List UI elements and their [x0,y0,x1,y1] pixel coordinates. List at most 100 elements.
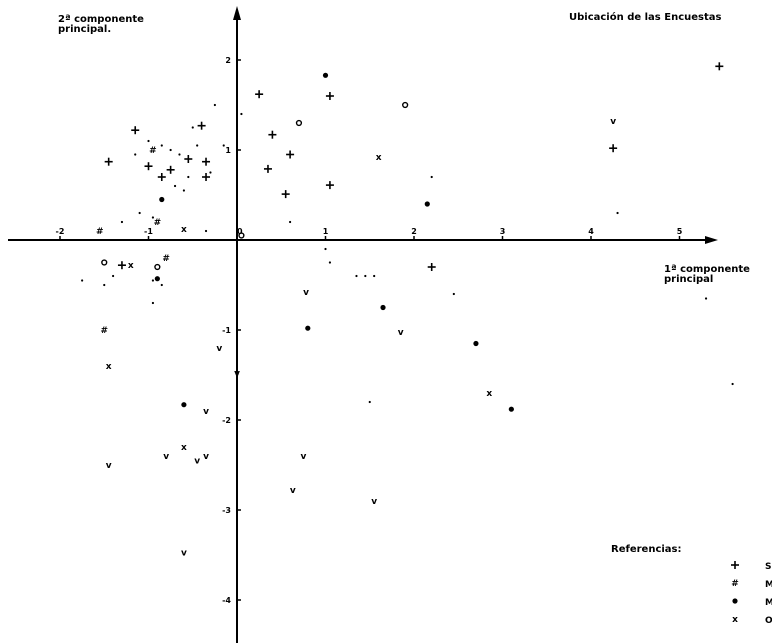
x-tick-label: -2 [56,227,65,236]
data-point-plus [166,165,175,174]
data-point-v: v [194,457,200,467]
data-point-small-dot [204,229,208,233]
data-point-plus [286,150,295,159]
legend: S # MMx O [731,561,772,626]
data-point-small-dot [151,216,155,219]
data-point-v: v [234,369,240,379]
data-point-plus [715,62,724,71]
data-point-filled-dot [473,340,479,347]
x-tick-label: 1 [323,227,329,236]
data-point-v: v [398,328,404,338]
data-point-filled-dot [181,402,187,408]
data-point-small-dot [452,292,455,296]
y-axis-title: 2ª componente principal. [58,14,144,35]
x-tick-label: 3 [500,227,506,236]
data-point-v: v [610,117,616,127]
data-point-plus [427,263,436,271]
data-point-plus [184,155,193,163]
data-point-small-dot [704,297,708,300]
x-tick-label: 2 [411,227,417,236]
data-point-small-dot [222,144,225,147]
data-point-small-dot [355,274,358,278]
data-point-plus [325,92,334,100]
data-point-plus [263,164,272,173]
x-tick-label: 0 [237,227,243,236]
data-point-small-dot [151,301,155,305]
data-point-small-dot [187,175,190,179]
data-point-small-dot [81,279,84,282]
x-tick-label: 5 [677,227,683,236]
data-point-filled-dot [159,196,165,203]
data-point-filled-dot [322,72,329,78]
data-point-small-dot [240,112,243,116]
data-point-small-dot [213,103,216,107]
y-tick-label: 1 [225,146,231,155]
legend-symbol [732,598,738,604]
legend-label: M [765,598,772,608]
data-point-small-dot [209,171,212,174]
data-point-small-dot [112,274,115,278]
data-point-small-dot [120,220,124,224]
data-point-plus [325,181,334,190]
data-point-v: v [106,461,112,471]
data-point-circle [154,263,161,271]
legend-label: O [765,616,772,626]
data-point-small-dot [328,261,332,264]
data-point-v: v [216,344,222,354]
data-point-circle [238,232,245,239]
x-axis-title: 1ª componente principal [664,264,750,285]
data-point-cross: x [486,389,492,399]
axes: -2 -1 0 1 2 3 4 5 -4 -3 -2 -1 1 2 [8,6,718,643]
data-point-plus [255,90,264,99]
legend-title: Referencias: [611,544,682,555]
legend-symbol: x [732,615,738,625]
data-point-plus [131,126,140,135]
y-tick-label: -4 [222,596,231,605]
data-point-small-dot [289,220,292,224]
y-tick-label: -3 [222,506,231,515]
data-point-v: v [203,452,209,462]
y-axis-arrow [233,6,241,20]
data-point-hash: # [149,146,157,156]
data-point-hash: # [154,218,162,228]
chart-title: Ubicación de las Encuestas [569,12,722,23]
data-point-v: v [163,452,169,462]
data-point-plus [268,130,277,139]
data-point-small-dot [178,153,181,156]
data-point-hash: # [100,326,108,336]
y-tick-label: 2 [225,56,231,65]
data-point-hash: # [96,227,104,237]
data-point-small-dot [169,148,172,152]
legend-label: M [765,580,772,590]
data-point-small-dot [134,153,137,156]
data-point-small-dot [151,279,155,282]
data-point-filled-dot [305,325,311,331]
data-point-circle [295,119,303,127]
data-point-small-dot [430,175,433,179]
data-point-small-dot [731,382,734,386]
data-point-plus [157,173,166,181]
data-point-cross: x [106,362,112,372]
data-point-filled-dot [424,201,430,207]
data-point-cross: x [128,261,134,271]
data-point-small-dot [324,247,327,251]
data-point-cross: x [181,443,187,453]
data-point-filled-dot [154,276,160,282]
data-point-small-dot [373,274,376,278]
data-point-cross: x [376,153,382,163]
data-point-v: v [371,497,377,507]
legend-label: S [765,562,771,572]
data-point-plus [202,157,211,166]
y-tick-label: -1 [222,326,231,335]
data-point-small-dot [103,283,106,287]
data-point-hash: # [162,254,170,264]
data-point-plus [117,261,126,270]
legend-symbol [731,561,739,569]
data-point-small-dot [138,211,141,215]
data-point-circle [101,259,108,266]
data-point-plus [202,173,211,181]
data-point-v: v [290,486,296,496]
data-point-small-dot [364,274,367,278]
data-point-plus [144,162,153,171]
